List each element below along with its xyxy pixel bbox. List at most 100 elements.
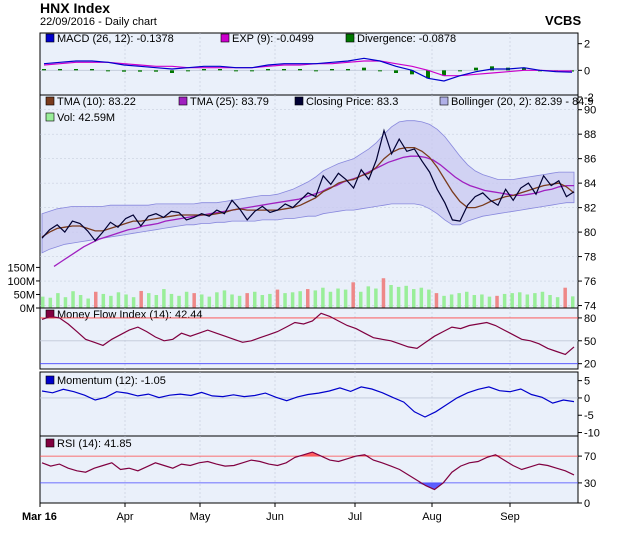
price-tick-4: 82 [584, 203, 596, 215]
mfi-line [41, 312, 575, 356]
macd-legend-label-1: EXP (9): -0.0499 [232, 33, 314, 45]
macd-tick-2: -2 [584, 92, 594, 104]
volume-bar-58 [480, 294, 484, 308]
volume-bar-16 [162, 289, 166, 308]
divergence-bar-25 [442, 70, 446, 76]
mfi-tick-1: 50 [584, 336, 596, 348]
volume-bar-50 [419, 287, 424, 308]
macd-tick-1: 0 [584, 65, 590, 77]
volume-bar-55 [457, 293, 461, 308]
mfi-tick-2: 20 [584, 359, 596, 371]
main-legend-label-2: Closing Price: 83.3 [306, 96, 398, 108]
divergence-bar-15 [282, 69, 286, 71]
divergence-bar-10 [202, 69, 206, 71]
macd-legend-swatch-1 [220, 33, 230, 43]
rsi-overbought-fill [42, 452, 574, 457]
volume-bar-48 [404, 285, 408, 308]
volume-bar-29 [260, 295, 265, 308]
volume-bar-22 [207, 296, 212, 308]
rsi-line [41, 451, 575, 491]
volume-bar-14 [147, 293, 151, 308]
divergence-bar-2 [74, 69, 78, 71]
volume-bar-38 [328, 291, 333, 308]
price-tick-0: 90 [584, 105, 596, 117]
divergence-bar-26 [458, 70, 462, 72]
main-legend-label-0: TMA (10): 83.22 [57, 96, 136, 108]
macd-legend-swatch-2 [345, 33, 355, 43]
main-legend-swatch-1 [178, 96, 188, 106]
rsi-tick-1: 30 [584, 478, 596, 490]
momentum-tick-1: 0 [584, 393, 590, 405]
divergence-bar-16 [298, 69, 302, 71]
volume-bar-7 [94, 291, 98, 308]
divergence-bar-13 [250, 70, 254, 72]
volume-bar-65 [533, 293, 537, 308]
volume-bar-69 [563, 287, 567, 308]
x-tick-0: Mar 16 [22, 511, 57, 523]
volume-bar-63 [518, 292, 522, 308]
price-tick-1: 88 [584, 129, 596, 141]
x-tick-3: Jun [266, 511, 284, 523]
volume-bar-15 [154, 295, 159, 308]
rsi-legend-swatch-0 [45, 438, 55, 448]
divergence-bar-18 [330, 69, 334, 71]
rsi-tick-2: 0 [584, 498, 590, 510]
divergence-bar-20 [362, 67, 366, 71]
volume-bar-70 [571, 296, 575, 308]
volume-bar-35 [306, 289, 310, 308]
volume-bar-68 [555, 297, 560, 308]
divergence-bar-30 [522, 67, 526, 71]
volume-bar-67 [548, 295, 552, 308]
price-tick-5: 80 [584, 227, 596, 239]
volume-bar-8 [101, 293, 106, 308]
macd-legend-label-2: Divergence: -0.0878 [357, 33, 456, 45]
volume-bar-27 [245, 293, 249, 308]
volume-bar-25 [230, 294, 234, 308]
price-tick-7: 76 [584, 276, 596, 288]
divergence-bar-6 [138, 70, 142, 72]
divergence-bar-3 [90, 69, 94, 71]
divergence-bar-4 [106, 70, 110, 72]
main-legend-swatch-2 [294, 96, 304, 106]
price-tick-6: 78 [584, 252, 596, 264]
main-legend-label-3: Bollinger (20, 2): 82.39 - 84.9 [451, 96, 593, 108]
volume-bar-17 [169, 293, 174, 308]
volume-bar-26 [237, 295, 242, 308]
volume-bar-41 [351, 282, 355, 308]
mfi-tick-0: 80 [584, 313, 596, 325]
volume-bar-42 [359, 291, 363, 308]
volume-bar-9 [109, 295, 113, 308]
main-legend-label-1: TMA (25): 83.79 [190, 96, 269, 108]
momentum-line [41, 386, 575, 418]
volume-tick-2: 50M [14, 289, 35, 301]
divergence-bar-11 [218, 69, 222, 71]
volume-bar-56 [465, 291, 469, 308]
volume-bar-0 [41, 296, 45, 308]
brand-label: VCBS [545, 13, 582, 28]
momentum-legend-label-0: Momentum (12): -1.05 [57, 375, 166, 387]
volume-bar-12 [131, 297, 136, 308]
volume-bar-57 [472, 295, 477, 308]
macd-legend-label-0: MACD (26, 12): -0.1378 [57, 33, 174, 45]
volume-bar-52 [434, 293, 439, 308]
x-tick-6: Sep [500, 511, 520, 523]
divergence-bar-9 [186, 70, 190, 72]
volume-bar-62 [510, 293, 514, 308]
divergence-bar-14 [266, 69, 270, 71]
momentum-panel [39, 371, 579, 437]
volume-bar-20 [192, 293, 196, 308]
divergence-bar-21 [378, 70, 382, 72]
mfi-legend-label-0: Money Flow Index (14): 42.44 [57, 309, 203, 321]
volume-tick-0: 150M [7, 262, 35, 274]
volume-bar-3 [63, 297, 68, 308]
volume-bar-13 [139, 290, 143, 308]
volume-bar-45 [381, 278, 386, 308]
macd-line [43, 57, 573, 82]
chart-title: HNX Index [40, 0, 111, 16]
volume-bar-10 [116, 292, 121, 308]
divergence-bar-1 [58, 69, 62, 71]
vol-legend-swatch-0 [45, 112, 55, 122]
price-tick-2: 86 [584, 154, 596, 166]
exp-line [43, 60, 572, 77]
